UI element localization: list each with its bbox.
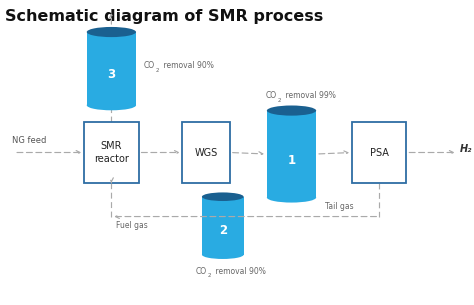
Text: H₂: H₂ xyxy=(460,145,472,154)
Text: Tail gas: Tail gas xyxy=(325,202,353,211)
Text: WGS: WGS xyxy=(194,148,218,157)
Text: 2: 2 xyxy=(208,273,211,278)
Text: removal 99%: removal 99% xyxy=(283,91,336,100)
Ellipse shape xyxy=(267,106,316,116)
Text: 3: 3 xyxy=(107,68,116,81)
Text: CO: CO xyxy=(195,267,206,276)
Text: Schematic diagram of SMR process: Schematic diagram of SMR process xyxy=(5,9,323,24)
Ellipse shape xyxy=(202,250,244,259)
Text: 2: 2 xyxy=(219,224,227,237)
Ellipse shape xyxy=(202,192,244,201)
Bar xyxy=(182,122,230,183)
Bar xyxy=(84,122,138,183)
Ellipse shape xyxy=(87,100,136,110)
Text: NG feed: NG feed xyxy=(12,136,46,145)
Ellipse shape xyxy=(87,27,136,37)
Ellipse shape xyxy=(267,192,316,203)
Text: 2: 2 xyxy=(278,98,281,103)
Text: 2: 2 xyxy=(155,68,159,73)
Text: Fuel gas: Fuel gas xyxy=(116,221,148,230)
Text: removal 90%: removal 90% xyxy=(161,61,214,70)
Text: 1: 1 xyxy=(287,154,296,167)
Text: PSA: PSA xyxy=(370,148,389,157)
Bar xyxy=(202,197,244,255)
Text: removal 90%: removal 90% xyxy=(213,267,266,276)
Text: CO: CO xyxy=(265,91,276,100)
Text: CO: CO xyxy=(143,61,154,70)
Bar xyxy=(352,122,407,183)
Text: SMR
reactor: SMR reactor xyxy=(94,141,129,164)
Bar xyxy=(87,32,136,105)
Bar xyxy=(267,111,316,198)
